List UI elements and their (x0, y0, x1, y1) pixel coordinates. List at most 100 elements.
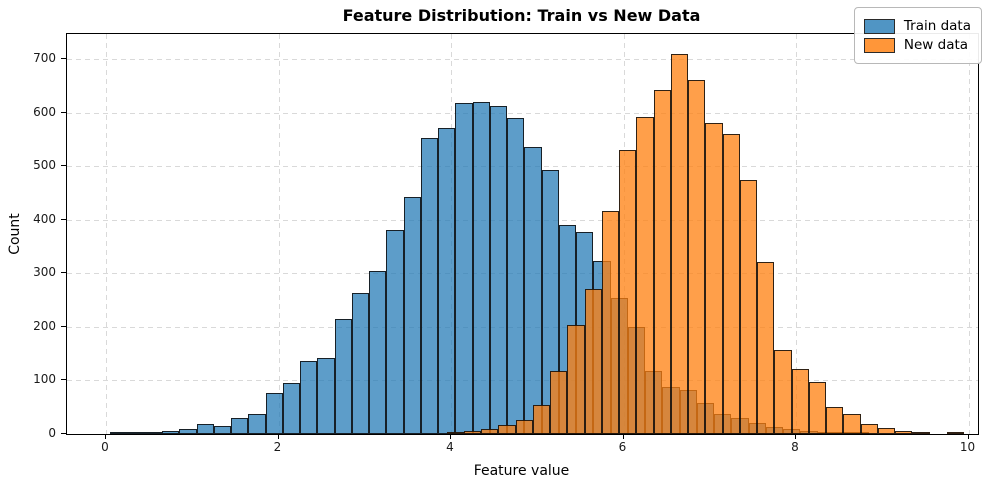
x-tick-mark (795, 434, 796, 439)
x-tick-mark (622, 434, 624, 439)
histogram-bar (369, 270, 387, 434)
histogram-bar (739, 179, 758, 434)
histogram-bar (524, 146, 542, 434)
histogram-bar (213, 425, 232, 434)
y-tick-mark (61, 218, 66, 220)
histogram-bar (334, 318, 352, 434)
histogram-bar (463, 431, 482, 434)
legend-label-new: New data (903, 37, 969, 53)
legend-label-train: Train data (903, 18, 971, 34)
histogram-bar (601, 211, 620, 434)
y-tick-label: 300 (33, 265, 56, 280)
histogram-bar (317, 357, 335, 434)
v-gridline (968, 34, 970, 434)
histogram-bar (946, 432, 965, 434)
x-tick-label: 10 (959, 440, 976, 454)
histogram-bar (162, 430, 180, 434)
histogram-bar (532, 405, 551, 434)
histogram-bar (515, 420, 533, 434)
histogram-bar (507, 118, 525, 434)
y-tick-label: 200 (33, 318, 56, 333)
histogram-bar (420, 137, 439, 434)
histogram-bar (895, 431, 913, 434)
x-tick-label: 4 (446, 440, 454, 454)
histogram-bar (472, 101, 490, 434)
histogram-bar (636, 117, 654, 434)
histogram-bar (860, 424, 878, 434)
x-tick-label: 6 (618, 440, 627, 454)
x-tick-label: 8 (791, 440, 799, 454)
histogram-bar (498, 424, 516, 434)
x-tick-label: 2 (273, 440, 282, 454)
histogram-bar (670, 53, 689, 434)
histogram-bar (705, 123, 723, 434)
histogram-bar (877, 427, 896, 434)
histogram-bar (300, 361, 318, 434)
histogram-bar (403, 196, 421, 434)
histogram-bar (757, 262, 775, 434)
histogram-bar (688, 80, 706, 434)
histogram-bar (584, 289, 602, 434)
histogram-bar (791, 369, 809, 434)
h-gridline (67, 112, 978, 114)
h-gridline (67, 59, 978, 60)
plot-area (66, 33, 979, 435)
histogram-bar (567, 325, 585, 434)
histogram-bar (843, 413, 861, 434)
y-tick-label: 400 (33, 211, 56, 226)
y-tick-label: 100 (33, 372, 56, 387)
train-data-swatch (863, 18, 895, 34)
histogram-bar (196, 424, 214, 434)
legend-item-new: New data (863, 37, 971, 53)
histogram-bar (550, 371, 568, 434)
histogram-bar (127, 432, 145, 434)
legend: Train data New data (853, 7, 982, 64)
v-gridline (106, 34, 107, 434)
chart-title: Feature Distribution: Train vs New Data (342, 6, 701, 25)
histogram-bar (231, 417, 249, 434)
histogram-bar (808, 381, 827, 434)
histogram-bar (826, 407, 844, 434)
histogram-bar (144, 432, 163, 434)
histogram-bar (179, 429, 197, 434)
y-tick-mark (61, 379, 66, 381)
y-tick-label: 500 (33, 158, 56, 173)
v-gridline (278, 34, 280, 434)
histogram-bar (481, 428, 499, 434)
x-tick-mark (105, 434, 106, 439)
histogram-bar (248, 413, 266, 434)
x-tick-mark (967, 434, 969, 439)
histogram-bar (653, 89, 671, 434)
histogram-bar (619, 149, 637, 434)
y-tick-mark (61, 111, 66, 113)
y-tick-label: 0 (48, 426, 56, 440)
y-tick-mark (61, 58, 66, 59)
x-tick-mark (450, 434, 451, 439)
new-data-swatch (863, 37, 895, 53)
histogram-bar (774, 349, 792, 434)
histogram-bar (265, 392, 283, 434)
x-tick-mark (277, 434, 279, 439)
y-tick-label: 700 (33, 51, 56, 65)
x-tick-label: 0 (101, 440, 109, 454)
histogram-bar (912, 432, 930, 434)
histogram-bar (489, 105, 508, 434)
histogram-bar (446, 432, 464, 434)
histogram-bar (722, 134, 740, 434)
y-tick-mark (61, 272, 66, 274)
y-tick-mark (61, 433, 66, 434)
x-axis-label: Feature value (473, 463, 570, 479)
histogram-bar (110, 432, 128, 434)
histogram-bar (438, 127, 456, 434)
histogram-bar (351, 292, 370, 434)
y-tick-mark (61, 165, 66, 167)
legend-item-train: Train data (863, 18, 971, 34)
y-tick-mark (61, 325, 66, 327)
y-tick-label: 600 (33, 104, 56, 119)
histogram-bar (386, 230, 404, 434)
y-axis-label: Count (7, 213, 23, 255)
v-gridline (796, 34, 797, 434)
histogram-bar (455, 102, 473, 434)
histogram-bar (282, 383, 301, 434)
